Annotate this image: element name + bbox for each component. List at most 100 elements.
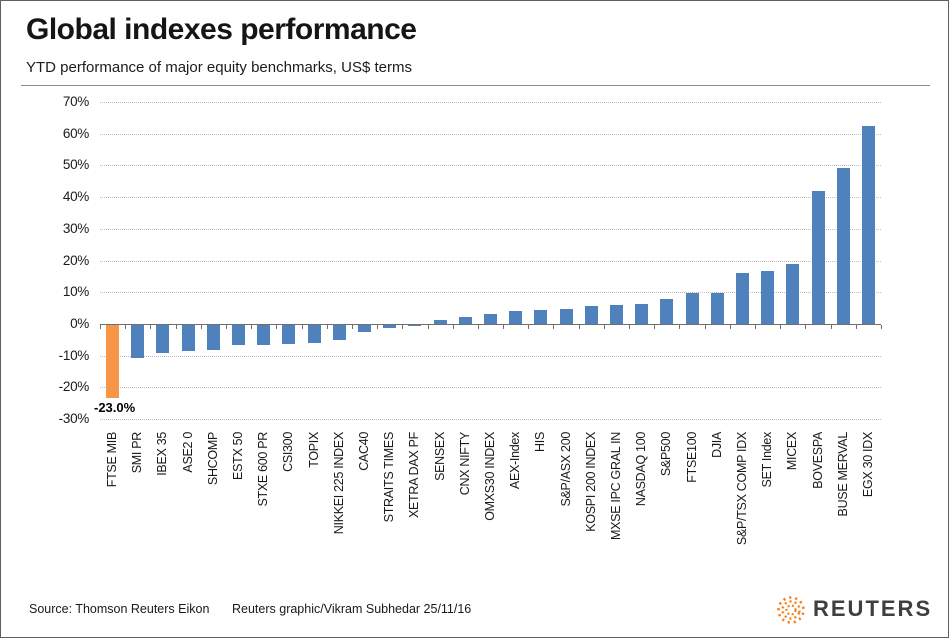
gridline xyxy=(100,102,881,103)
y-axis-label: 20% xyxy=(62,252,89,268)
x-axis-label: SENSEX xyxy=(432,432,447,481)
bar xyxy=(131,324,145,358)
axis-tick xyxy=(755,324,757,329)
axis-tick xyxy=(528,324,530,329)
bar xyxy=(206,324,220,350)
y-axis-label: 40% xyxy=(62,189,89,205)
x-axis-label: OMXS30 INDEX xyxy=(483,432,497,521)
x-axis-label: NASDAQ 100 xyxy=(634,432,649,507)
x-axis-label: ESTX 50 xyxy=(231,432,246,480)
axis-tick xyxy=(125,324,127,329)
reuters-logo-icon xyxy=(773,592,809,633)
axis-tick xyxy=(225,324,227,329)
x-axis-label: BUSE MERVAL xyxy=(835,432,850,517)
y-axis-label: 10% xyxy=(62,284,89,300)
x-axis-label: MXSE IPC GRAL IN xyxy=(608,432,623,540)
y-axis-label: 50% xyxy=(62,157,89,173)
axis-tick xyxy=(855,324,857,329)
axis-tick xyxy=(276,324,278,329)
axis-tick xyxy=(452,324,454,329)
axis-tick xyxy=(427,324,429,329)
header-divider xyxy=(21,85,930,86)
x-axis-label: ASE2 0 xyxy=(180,432,195,473)
bar xyxy=(534,310,548,324)
x-axis-label: STXE 600 PR xyxy=(256,432,271,507)
axis-tick xyxy=(780,324,782,329)
bar xyxy=(861,126,875,324)
bar xyxy=(836,167,850,324)
y-axis-label: 70% xyxy=(62,94,89,109)
axis-tick xyxy=(830,324,832,329)
axis-tick xyxy=(301,324,303,329)
axis-tick xyxy=(200,324,202,329)
bar xyxy=(559,309,573,324)
bar xyxy=(584,306,598,324)
bar xyxy=(181,324,195,352)
bar xyxy=(685,292,699,324)
x-axis-label: HIS xyxy=(533,432,548,452)
axis-tick xyxy=(629,324,631,329)
axis-tick xyxy=(175,324,177,329)
gridline xyxy=(100,197,881,199)
x-axis-label: SHCOMP xyxy=(205,432,220,486)
x-axis-label: DJIA xyxy=(709,432,724,458)
gridline xyxy=(100,133,881,135)
x-axis-label: SET Index xyxy=(760,432,775,488)
axis-tick xyxy=(326,324,328,329)
source-text: Source: Thomson Reuters Eikon xyxy=(29,602,210,616)
bar xyxy=(358,324,372,332)
bar xyxy=(484,314,497,324)
gridline xyxy=(100,419,881,420)
bar xyxy=(156,324,170,354)
bar xyxy=(232,324,246,346)
bar xyxy=(282,324,296,344)
y-axis-label: -10% xyxy=(58,347,90,363)
gridline xyxy=(100,260,881,262)
x-axis-label: FTSE100 xyxy=(684,432,699,483)
bar-data-label: -23.0% xyxy=(93,399,136,415)
gridline xyxy=(100,292,881,294)
y-axis-label: -30% xyxy=(58,411,90,426)
x-axis-label: AEX-Index xyxy=(508,432,523,490)
axis-tick xyxy=(100,324,101,329)
bar xyxy=(710,292,724,324)
axis-tick xyxy=(805,324,807,329)
bar xyxy=(635,303,649,324)
x-axis-label: IBEX 35 xyxy=(155,432,170,476)
x-axis-label: KOSPI 200 INDEX xyxy=(583,432,598,532)
axis-tick xyxy=(679,324,681,329)
axis-tick xyxy=(729,324,731,329)
bar xyxy=(307,324,321,343)
x-axis-label: NIKKEI 225 INDEX xyxy=(331,432,346,535)
gridline xyxy=(100,387,881,389)
axis-tick xyxy=(251,324,253,329)
axis-tick xyxy=(704,324,706,329)
x-axis-label: CSI300 xyxy=(281,432,296,472)
bar xyxy=(761,270,775,324)
bar xyxy=(408,324,422,327)
bar xyxy=(660,298,674,324)
axis-tick xyxy=(654,324,656,329)
chart-title: Global indexes performance xyxy=(26,13,417,46)
y-axis-label: 0% xyxy=(70,315,89,331)
bar xyxy=(257,324,271,345)
x-axis-label: SMI PR xyxy=(130,432,145,474)
bar xyxy=(106,324,120,398)
axis-tick xyxy=(578,324,580,329)
x-axis-label: S&P500 xyxy=(659,432,674,477)
bar xyxy=(786,263,800,324)
bar xyxy=(383,324,397,329)
x-axis-label: TOPIX xyxy=(306,432,321,468)
axis-tick xyxy=(150,324,152,329)
x-axis-label: S&P/ASX 200 xyxy=(558,432,573,507)
bar xyxy=(433,320,447,324)
zero-axis-line xyxy=(100,323,881,325)
x-axis-label: EGX 30 IDX xyxy=(860,432,875,498)
axis-tick xyxy=(377,324,379,329)
x-axis-label: BOVESPA xyxy=(810,432,825,489)
y-axis-label: 60% xyxy=(62,125,89,141)
bar xyxy=(609,304,623,324)
x-axis-label: FTSE MIB xyxy=(105,432,120,488)
bar xyxy=(458,316,472,324)
